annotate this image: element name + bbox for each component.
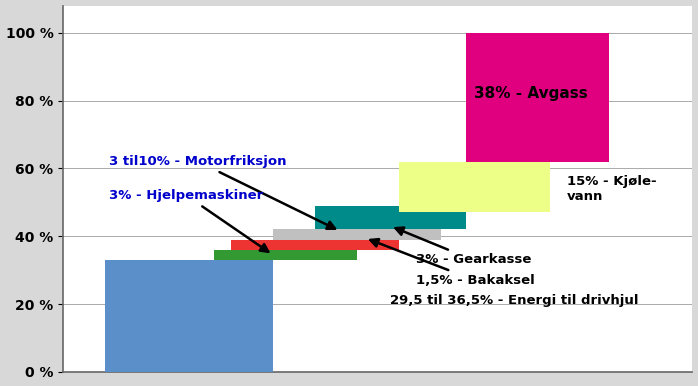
Bar [399, 162, 550, 213]
Text: 3 til10% - Motorfriksjon: 3 til10% - Motorfriksjon [110, 155, 335, 229]
Text: 15% - Kjøle-
vann: 15% - Kjøle- vann [567, 175, 656, 203]
Bar [105, 260, 273, 372]
Text: 3% - Hjelpemaskiner: 3% - Hjelpemaskiner [110, 189, 268, 252]
Text: 29,5 til 36,5% - Energi til drivhjul: 29,5 til 36,5% - Energi til drivhjul [390, 294, 639, 307]
Text: 3% - Gearkasse: 3% - Gearkasse [396, 227, 531, 266]
Bar [273, 229, 440, 240]
Text: 38% - Avgass: 38% - Avgass [474, 86, 588, 101]
Text: 1,5% - Bakaksel: 1,5% - Bakaksel [371, 239, 534, 287]
Bar [214, 250, 357, 260]
Bar [315, 206, 466, 229]
Bar [466, 33, 609, 162]
Bar [231, 240, 399, 250]
